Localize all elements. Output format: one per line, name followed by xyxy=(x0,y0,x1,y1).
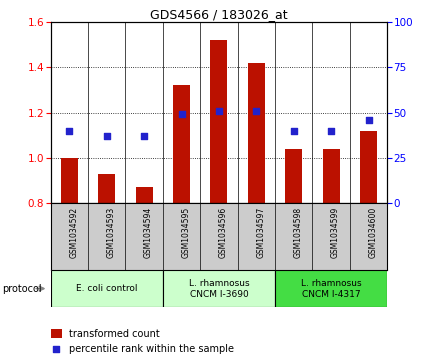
Text: GSM1034596: GSM1034596 xyxy=(219,207,228,258)
Text: GSM1034599: GSM1034599 xyxy=(331,207,340,258)
Text: transformed count: transformed count xyxy=(69,329,160,339)
Text: GSM1034592: GSM1034592 xyxy=(70,207,78,258)
Text: GSM1034597: GSM1034597 xyxy=(256,207,265,258)
Text: L. rhamnosus
CNCM I-4317: L. rhamnosus CNCM I-4317 xyxy=(301,278,361,299)
Bar xyxy=(136,187,153,203)
Bar xyxy=(360,131,377,203)
Point xyxy=(53,346,60,352)
Text: protocol: protocol xyxy=(2,284,42,294)
Point xyxy=(216,108,222,114)
Bar xyxy=(323,149,340,203)
Bar xyxy=(275,270,387,307)
Point xyxy=(365,117,372,123)
Text: GSM1034593: GSM1034593 xyxy=(107,207,116,258)
Bar xyxy=(285,149,302,203)
Text: GSM1034598: GSM1034598 xyxy=(294,207,303,258)
Bar xyxy=(51,270,163,307)
Bar xyxy=(61,158,78,203)
Point xyxy=(178,111,185,117)
Text: GSM1034594: GSM1034594 xyxy=(144,207,153,258)
Point xyxy=(327,128,335,134)
Bar xyxy=(163,270,275,307)
Point xyxy=(290,128,297,134)
Title: GDS4566 / 183026_at: GDS4566 / 183026_at xyxy=(150,8,288,21)
Bar xyxy=(51,329,62,338)
Point xyxy=(141,133,148,139)
Text: L. rhamnosus
CNCM I-3690: L. rhamnosus CNCM I-3690 xyxy=(189,278,249,299)
Text: E. coli control: E. coli control xyxy=(76,284,137,293)
Text: percentile rank within the sample: percentile rank within the sample xyxy=(69,344,234,354)
Bar xyxy=(98,174,115,203)
Text: GSM1034600: GSM1034600 xyxy=(368,207,378,258)
Bar xyxy=(173,85,190,203)
Point xyxy=(253,108,260,114)
Point xyxy=(103,133,110,139)
Bar xyxy=(210,40,227,203)
Bar xyxy=(248,62,265,203)
Text: GSM1034595: GSM1034595 xyxy=(181,207,191,258)
Point xyxy=(66,128,73,134)
